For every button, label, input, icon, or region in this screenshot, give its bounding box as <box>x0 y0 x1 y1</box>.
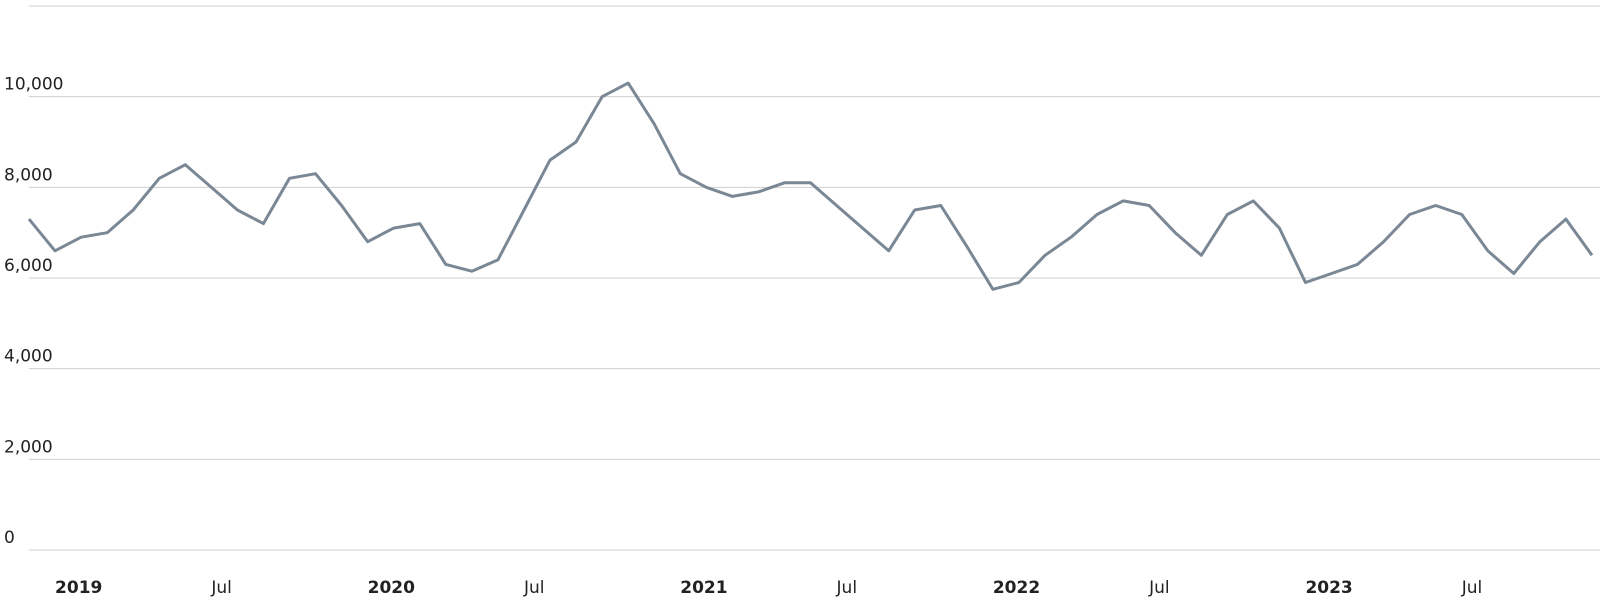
x-tick-label: Jul <box>1461 578 1483 598</box>
y-tick-label: 6,000 <box>4 256 53 276</box>
x-tick-label: 2020 <box>368 578 415 598</box>
x-tick-label: Jul <box>210 578 232 598</box>
x-tick-label: Jul <box>836 578 858 598</box>
x-tick-label: 2021 <box>680 578 727 598</box>
x-tick-label: Jul <box>1148 578 1170 598</box>
y-tick-label: 8,000 <box>4 165 53 185</box>
y-tick-label: 10,000 <box>4 75 63 95</box>
y-tick-label: 0 <box>4 528 15 548</box>
y-tick-label: 2,000 <box>4 437 53 457</box>
x-tick-label: 2019 <box>55 578 102 598</box>
x-tick-label: 2022 <box>993 578 1040 598</box>
x-tick-label: Jul <box>523 578 545 598</box>
x-tick-label: 2023 <box>1305 578 1352 598</box>
data-line <box>27 81 1594 291</box>
y-tick-label: 4,000 <box>4 347 53 367</box>
